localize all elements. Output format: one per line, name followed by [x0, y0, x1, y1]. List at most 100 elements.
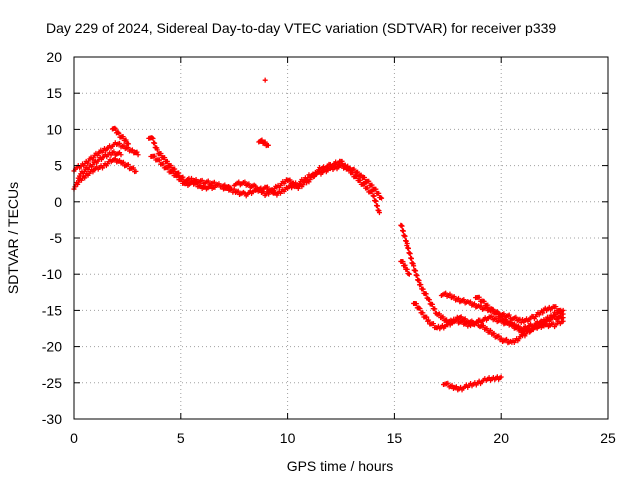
data-point: [154, 147, 160, 153]
data-point: [170, 169, 176, 175]
data-point: [123, 137, 129, 143]
data-point: [491, 330, 497, 336]
data-point: [424, 314, 430, 320]
data-point: [369, 182, 375, 188]
data-point: [501, 311, 507, 317]
data-point: [449, 382, 455, 388]
data-point: [361, 174, 367, 180]
series-outlier-9h: [262, 77, 268, 83]
data-point: [208, 183, 214, 189]
data-point: [432, 306, 438, 312]
series-track-morning-b: [148, 153, 218, 192]
data-point: [162, 155, 168, 161]
data-point: [426, 297, 432, 303]
y-tick-label: 5: [54, 158, 62, 174]
data-point: [116, 130, 122, 136]
data-point: [113, 126, 119, 132]
data-point: [400, 228, 406, 234]
y-tick-label: 15: [46, 85, 62, 101]
data-markers: [71, 77, 566, 393]
data-point: [350, 170, 356, 176]
data-point: [476, 294, 482, 300]
data-point: [259, 137, 265, 143]
data-point: [506, 312, 512, 318]
data-point: [164, 158, 170, 164]
data-point: [176, 170, 182, 176]
data-point: [504, 336, 510, 342]
axis-ticks: 0 5 10 15 20 25 -30 -25 -20 -15 -10 -5 0 5 10 15 20: [42, 49, 616, 446]
data-point: [417, 306, 423, 312]
data-point: [242, 179, 248, 185]
data-point: [461, 297, 467, 303]
data-point: [133, 168, 139, 174]
data-point: [420, 286, 426, 292]
data-point: [447, 291, 453, 297]
data-point: [550, 320, 556, 326]
data-point: [445, 380, 451, 386]
data-point: [115, 129, 121, 135]
data-point: [211, 179, 217, 185]
series-track-low: [441, 374, 504, 393]
data-point: [135, 152, 141, 158]
data-point: [373, 198, 379, 204]
x-tick-label: 15: [387, 430, 403, 446]
data-point: [467, 299, 473, 305]
data-point: [235, 188, 241, 194]
data-point: [493, 315, 499, 321]
data-point: [156, 157, 162, 163]
data-point: [253, 183, 259, 189]
data-point: [379, 195, 385, 201]
data-point: [414, 273, 420, 279]
data-point: [347, 166, 353, 172]
data-point: [436, 311, 442, 317]
y-tick-label: -10: [42, 266, 62, 282]
data-point: [472, 301, 477, 307]
data-point: [152, 153, 158, 159]
data-point: [118, 152, 124, 158]
x-axis-label: GPS time / hours: [287, 458, 394, 474]
data-point: [199, 177, 205, 183]
data-point: [560, 318, 566, 324]
grid: [74, 57, 608, 419]
x-tick-label: 20: [493, 430, 509, 446]
data-point: [413, 268, 419, 274]
data-point: [339, 158, 345, 164]
x-tick-label: 25: [600, 430, 616, 446]
data-point: [518, 327, 524, 333]
y-tick-label: -25: [42, 375, 62, 391]
data-point: [485, 302, 491, 308]
data-point: [503, 317, 509, 323]
data-point: [120, 159, 126, 165]
data-point: [183, 180, 189, 186]
y-tick-label: 20: [46, 49, 62, 65]
data-point: [399, 223, 405, 229]
data-point: [354, 174, 360, 180]
data-point: [484, 326, 490, 332]
data-point: [411, 263, 417, 269]
data-point: [265, 142, 271, 148]
data-point: [205, 178, 211, 184]
data-point: [357, 177, 363, 183]
data-point: [444, 317, 450, 323]
data-point: [404, 241, 410, 247]
data-point: [418, 282, 424, 288]
data-point: [150, 136, 156, 142]
x-tick-label: 10: [280, 430, 296, 446]
data-point: [420, 310, 426, 316]
series-blip-9h: [256, 137, 271, 149]
data-point: [152, 140, 158, 146]
data-point: [408, 256, 414, 262]
data-point: [287, 177, 293, 183]
data-point: [480, 323, 486, 329]
data-point: [513, 314, 519, 320]
data-point: [202, 183, 208, 189]
data-point: [458, 314, 464, 320]
data-point: [443, 290, 449, 296]
y-axis-label: SDTVAR / TECUs: [5, 182, 21, 294]
data-point: [374, 203, 380, 209]
x-tick-label: 0: [70, 430, 78, 446]
data-point: [355, 169, 361, 175]
y-tick-label: -15: [42, 302, 62, 318]
data-point: [160, 161, 166, 167]
data-point: [440, 314, 446, 320]
